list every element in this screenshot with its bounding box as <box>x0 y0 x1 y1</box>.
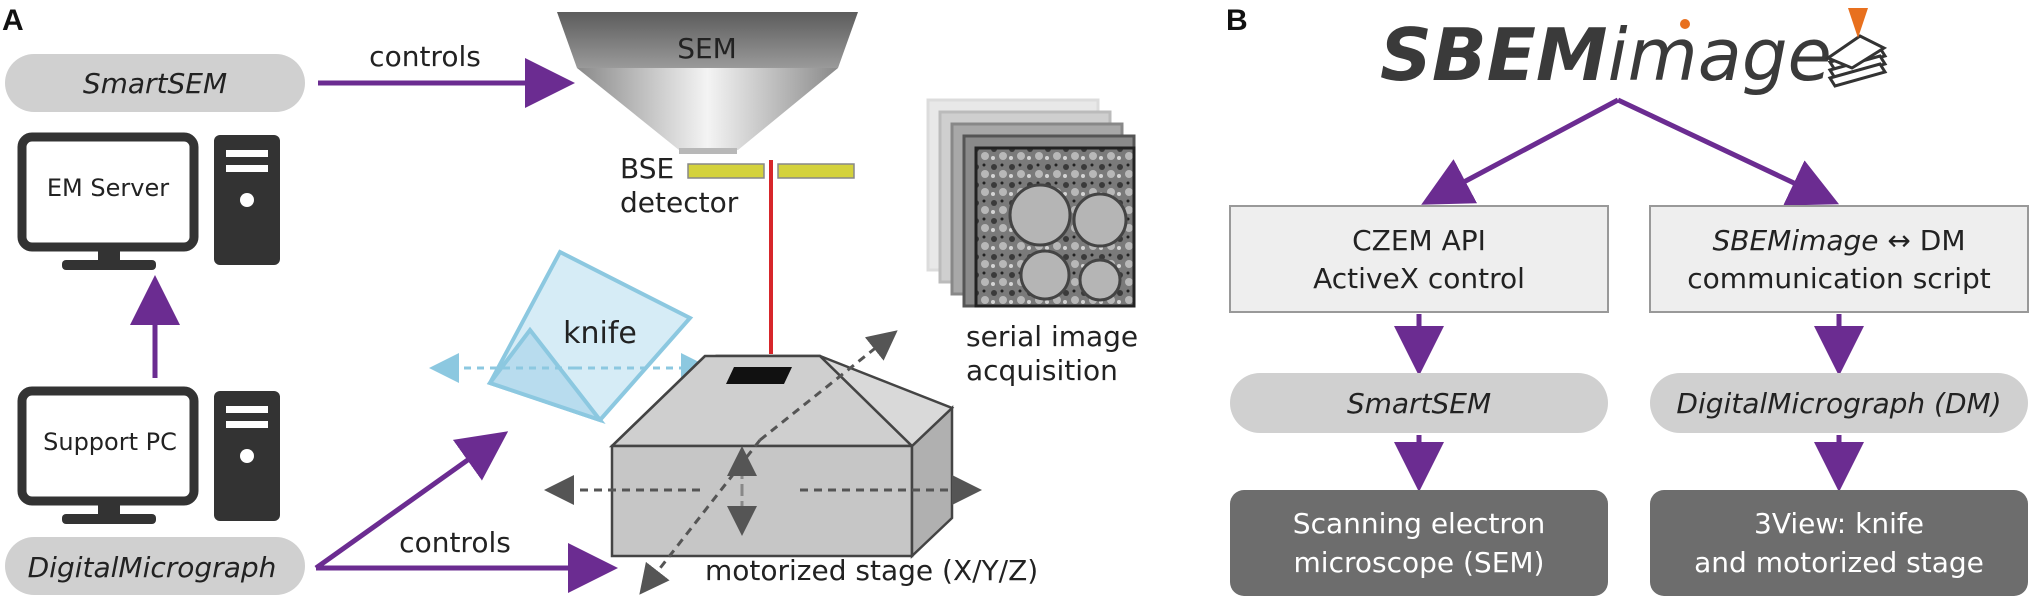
digitalmicrograph-pill <box>5 537 305 595</box>
serial-label-line1: serial image <box>966 320 1138 353</box>
smartsem-label-b: SmartSEM <box>1347 387 1491 420</box>
panel-a-label: A <box>2 4 24 37</box>
sample-stack-icon <box>1824 8 1888 88</box>
czem-api-box <box>1229 205 1609 313</box>
smartsem-pill-b <box>1230 373 1608 433</box>
panel-b-label: B <box>1226 4 1248 37</box>
logo-to-dm-arrow <box>1616 97 1840 206</box>
dm-script-box <box>1649 205 2029 313</box>
motorized-stage <box>608 354 955 559</box>
logo-dot <box>1680 19 1690 29</box>
dm-script-line1-italic: SBEMimage <box>1712 224 1878 257</box>
dm-script-line1-rest: ↔ DM <box>1879 224 1966 257</box>
bse-detector-right <box>777 163 855 179</box>
sbemimage-logo: SBEMimage <box>1380 13 1832 97</box>
logo-bold: SBEM <box>1380 13 1608 97</box>
controls-label-top: controls <box>369 40 481 73</box>
3view-hardware-box <box>1650 490 2028 596</box>
bse-label-line2: detector <box>620 186 739 219</box>
sem-column <box>557 12 858 154</box>
dm-script-line2: communication script <box>1687 262 1990 295</box>
knife <box>486 249 694 425</box>
logo-light: image <box>1608 13 1832 97</box>
dm-label-b: DigitalMicrograph (DM) <box>1676 387 2001 420</box>
stage-label: motorized stage (X/Y/Z) <box>705 554 1038 587</box>
em-server-label: EM Server <box>47 174 169 202</box>
em-server-computer <box>17 132 280 270</box>
czem-line1: CZEM API <box>1352 224 1486 257</box>
smartsem-pill <box>5 54 305 112</box>
support-pc-label: Support PC <box>43 428 177 456</box>
bse-label-line1: BSE <box>620 152 674 185</box>
smartsem-label: SmartSEM <box>83 67 227 100</box>
dm-to-knife-arrow <box>314 431 509 571</box>
dm-script-line1: SBEMimage ↔ DM <box>1712 224 1965 257</box>
3view-line1: 3View: knife <box>1754 507 1924 540</box>
sem-label: SEM <box>677 32 737 65</box>
controls-label-bottom: controls <box>399 526 511 559</box>
bse-detector-left <box>687 163 765 179</box>
czem-line2: ActiveX control <box>1313 262 1525 295</box>
logo-to-czem-arrow <box>1421 97 1620 205</box>
knife-label: knife <box>563 316 637 351</box>
digitalmicrograph-label: DigitalMicrograph <box>28 551 277 584</box>
sem-hardware-box <box>1230 490 1608 596</box>
3view-line2: and motorized stage <box>1694 546 1984 579</box>
sem-hardware-line2: microscope (SEM) <box>1294 546 1545 579</box>
serial-image-stack <box>926 98 1136 308</box>
svg-text:SBEMimage: SBEMimage <box>1380 13 1832 97</box>
sem-hardware-line1: Scanning electron <box>1293 507 1545 540</box>
dm-pill-b <box>1650 373 2028 433</box>
support-pc-computer <box>17 386 280 524</box>
serial-label-line2: acquisition <box>966 354 1118 387</box>
stage-y-arrow-up <box>759 330 898 442</box>
